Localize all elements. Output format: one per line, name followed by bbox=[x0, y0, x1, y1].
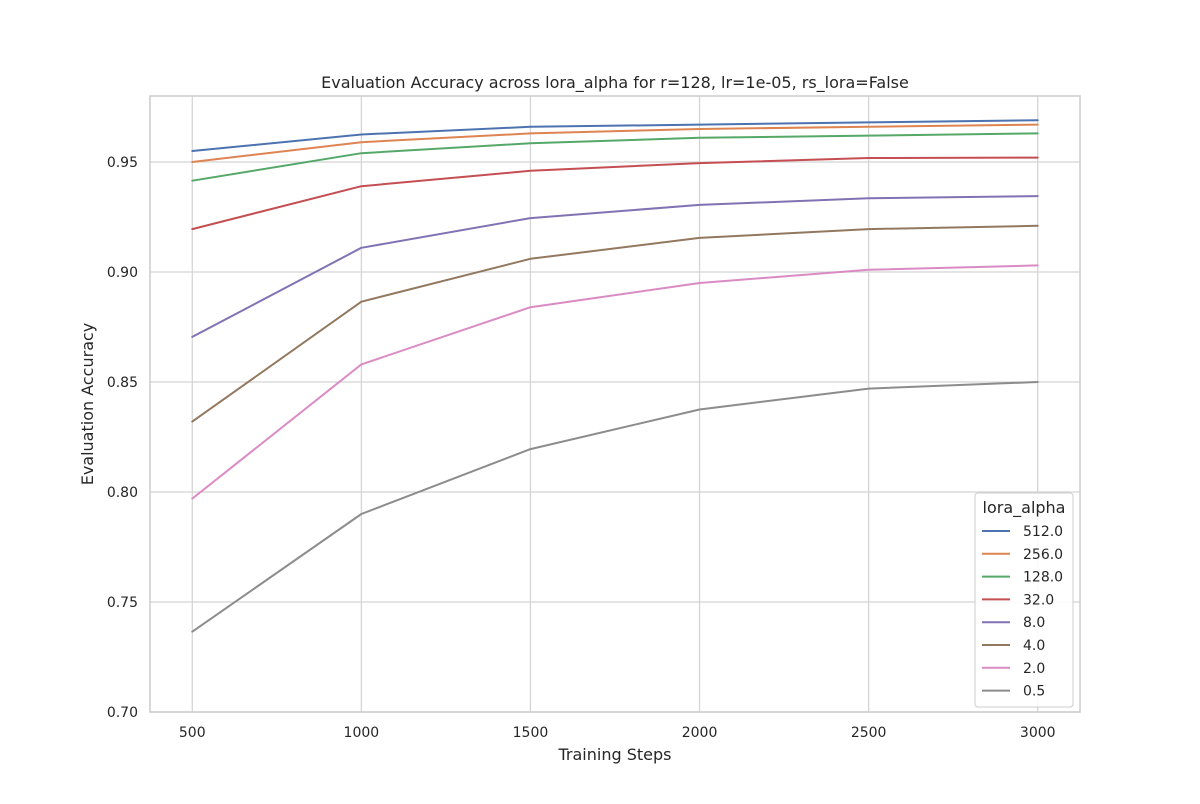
x-tick-label: 500 bbox=[179, 725, 206, 741]
legend-box bbox=[974, 492, 1074, 708]
legend-label: 8.0 bbox=[1023, 615, 1045, 631]
x-tick-label: 2500 bbox=[851, 725, 887, 741]
series-line bbox=[191, 123, 1039, 163]
legend-label: 128.0 bbox=[1023, 570, 1063, 586]
series-line bbox=[191, 195, 1039, 338]
x-tick-label: 1500 bbox=[513, 725, 549, 741]
y-tick-label: 0.85 bbox=[107, 375, 138, 391]
legend-label: 256.0 bbox=[1023, 547, 1063, 563]
plot-frame bbox=[149, 95, 1081, 713]
series-line bbox=[191, 119, 1039, 152]
chart-title: Evaluation Accuracy across lora_alpha fo… bbox=[321, 73, 909, 93]
legend-label: 32.0 bbox=[1023, 592, 1054, 608]
y-tick-label: 0.95 bbox=[107, 155, 138, 171]
series-line bbox=[191, 132, 1039, 182]
series-line bbox=[191, 156, 1039, 231]
x-axis-title: Training Steps bbox=[558, 745, 672, 764]
x-tick-label: 3000 bbox=[1020, 725, 1056, 741]
series-line bbox=[191, 264, 1039, 500]
x-tick-label: 2000 bbox=[682, 725, 718, 741]
y-tick-label: 0.75 bbox=[107, 595, 138, 611]
legend-title: lora_alpha bbox=[983, 498, 1066, 518]
series-lines bbox=[191, 119, 1039, 633]
y-tick-label: 0.90 bbox=[107, 265, 138, 281]
series-line bbox=[191, 381, 1039, 633]
legend: lora_alpha 512.0 256.0 128.0 32.0 8.0 4.0 2.0 0.… bbox=[974, 492, 1074, 708]
grid bbox=[150, 96, 1080, 713]
legend-label: 0.5 bbox=[1023, 684, 1045, 700]
series-line bbox=[191, 224, 1039, 423]
y-axis-title: Evaluation Accuracy bbox=[78, 323, 97, 486]
x-tick-label: 1000 bbox=[344, 725, 380, 741]
y-tick-label: 0.70 bbox=[107, 705, 138, 721]
legend-label: 4.0 bbox=[1023, 638, 1045, 654]
legend-label: 512.0 bbox=[1023, 524, 1063, 540]
y-tick-label: 0.80 bbox=[107, 485, 138, 501]
axes: 500 1000 1500 2000 2500 3000 0.70 0.75 0.80 0.85 0… bbox=[107, 95, 1081, 741]
legend-label: 2.0 bbox=[1023, 661, 1045, 677]
